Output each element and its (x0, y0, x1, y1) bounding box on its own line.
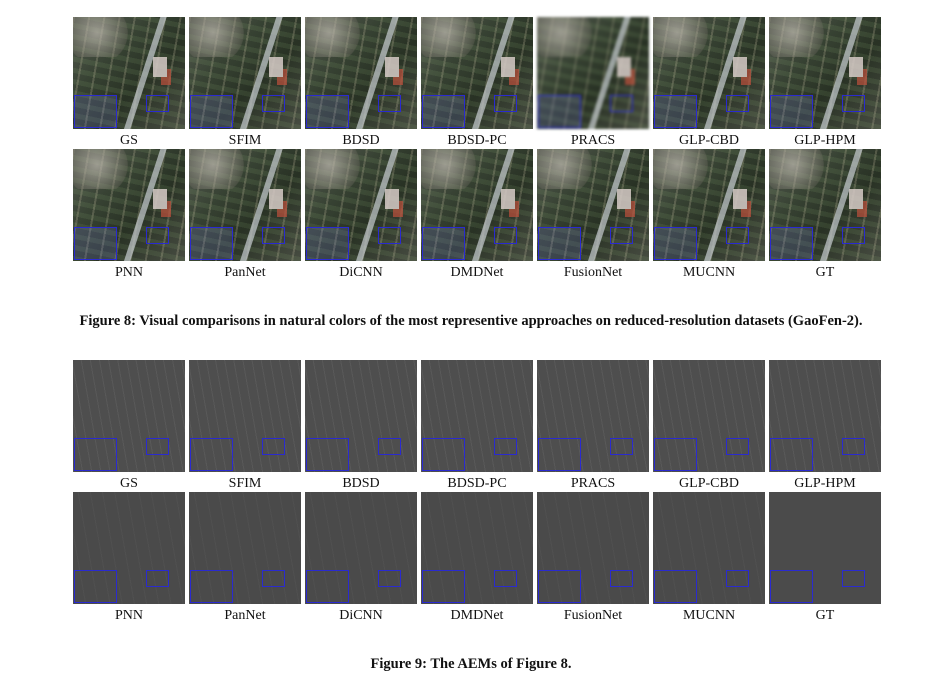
fig9-cell-dmdnet: DMDNet (421, 492, 533, 624)
fig8-cell-mucnn: MUCNN (653, 149, 765, 281)
fig8-label: GLP-HPM (794, 133, 856, 148)
fig9-label: GT (815, 608, 835, 623)
fig9-cell-pannet: PanNet (189, 492, 301, 624)
fig9-label: PanNet (224, 608, 266, 623)
fig9-image-gs (73, 360, 185, 472)
fig8-label: GT (815, 265, 835, 280)
fig9-cell-pracs: PRACS (537, 360, 649, 492)
fig9-label: SFIM (228, 476, 262, 491)
fig9-image-pnn (73, 492, 185, 604)
fig9-label: FusionNet (563, 608, 623, 623)
fig9-cell-pnn: PNN (73, 492, 185, 624)
fig8-cell-glp-hpm: GLP-HPM (769, 17, 881, 149)
figure9-row-2: PNN PanNet DiCNN DMDNet FusionNet MUCNN … (73, 492, 881, 624)
fig8-label: BDSD-PC (447, 133, 507, 148)
fig8-image-bdsd-pc (421, 17, 533, 129)
fig8-image-dmdnet (421, 149, 533, 261)
figure8-row-1: GS SFIM BDSD BDSD-PC PRACS GLP-CBD GLP-H… (73, 17, 881, 149)
fig8-label: MUCNN (682, 265, 736, 280)
fig8-label: DiCNN (339, 265, 383, 280)
fig8-image-glp-cbd (653, 17, 765, 129)
fig8-cell-pracs: PRACS (537, 17, 649, 149)
fig9-cell-sfim: SFIM (189, 360, 301, 492)
fig8-image-bdsd (305, 17, 417, 129)
fig9-cell-glp-hpm: GLP-HPM (769, 360, 881, 492)
fig8-cell-sfim: SFIM (189, 17, 301, 149)
fig8-image-glp-hpm (769, 17, 881, 129)
fig9-cell-mucnn: MUCNN (653, 492, 765, 624)
fig8-label: BDSD (342, 133, 380, 148)
fig8-label: PRACS (570, 133, 616, 148)
fig9-cell-gt: GT (769, 492, 881, 624)
fig8-label: PanNet (224, 265, 266, 280)
fig9-image-dicnn (305, 492, 417, 604)
fig8-label: PNN (114, 265, 143, 280)
fig8-cell-gt: GT (769, 149, 881, 281)
fig8-image-dicnn (305, 149, 417, 261)
fig9-image-pracs (537, 360, 649, 472)
fig8-image-pannet (189, 149, 301, 261)
fig8-cell-bdsd-pc: BDSD-PC (421, 17, 533, 149)
fig9-image-gt (769, 492, 881, 604)
fig9-label: PNN (114, 608, 143, 623)
fig9-label: PRACS (570, 476, 616, 491)
fig8-label: SFIM (228, 133, 262, 148)
fig9-label: DMDNet (450, 608, 504, 623)
fig8-label: GLP-CBD (679, 133, 739, 148)
fig9-label: DiCNN (339, 608, 383, 623)
fig8-label: FusionNet (563, 265, 623, 280)
fig9-image-bdsd (305, 360, 417, 472)
fig8-cell-dicnn: DiCNN (305, 149, 417, 281)
fig9-image-fusionnet (537, 492, 649, 604)
fig9-image-sfim (189, 360, 301, 472)
fig8-label: GS (120, 133, 138, 148)
fig9-label: BDSD (342, 476, 380, 491)
fig8-image-mucnn (653, 149, 765, 261)
fig9-cell-gs: GS (73, 360, 185, 492)
figure8-grid: GS SFIM BDSD BDSD-PC PRACS GLP-CBD GLP-H… (73, 17, 881, 281)
fig8-cell-pnn: PNN (73, 149, 185, 281)
figure9-row-1: GS SFIM BDSD BDSD-PC PRACS GLP-CBD GLP-H… (73, 360, 881, 492)
figure9-caption: Figure 9: The AEMs of Figure 8. (370, 656, 572, 672)
fig9-label: GLP-HPM (794, 476, 856, 491)
fig8-image-fusionnet (537, 149, 649, 261)
fig9-image-dmdnet (421, 492, 533, 604)
fig9-cell-bdsd-pc: BDSD-PC (421, 360, 533, 492)
fig9-label: GLP-CBD (679, 476, 739, 491)
fig8-cell-bdsd: BDSD (305, 17, 417, 149)
fig9-cell-bdsd: BDSD (305, 360, 417, 492)
fig9-label: MUCNN (682, 608, 736, 623)
fig9-cell-dicnn: DiCNN (305, 492, 417, 624)
fig8-image-gs (73, 17, 185, 129)
fig8-cell-gs: GS (73, 17, 185, 149)
fig9-image-glp-hpm (769, 360, 881, 472)
figure9-grid: GS SFIM BDSD BDSD-PC PRACS GLP-CBD GLP-H… (73, 360, 881, 624)
fig8-image-pnn (73, 149, 185, 261)
figure8-caption: Figure 8: Visual comparisons in natural … (79, 313, 863, 329)
fig9-label: GS (120, 476, 138, 491)
fig8-image-pracs (537, 17, 649, 129)
fig8-cell-dmdnet: DMDNet (421, 149, 533, 281)
fig9-cell-glp-cbd: GLP-CBD (653, 360, 765, 492)
fig9-image-bdsd-pc (421, 360, 533, 472)
fig8-image-gt (769, 149, 881, 261)
fig9-image-mucnn (653, 492, 765, 604)
fig8-cell-fusionnet: FusionNet (537, 149, 649, 281)
figure8-row-2: PNN PanNet DiCNN DMDNet FusionNet MUCNN … (73, 149, 881, 281)
fig8-cell-glp-cbd: GLP-CBD (653, 17, 765, 149)
fig9-image-pannet (189, 492, 301, 604)
fig9-cell-fusionnet: FusionNet (537, 492, 649, 624)
fig9-label: BDSD-PC (447, 476, 507, 491)
fig8-cell-pannet: PanNet (189, 149, 301, 281)
fig8-image-sfim (189, 17, 301, 129)
fig9-image-glp-cbd (653, 360, 765, 472)
fig8-label: DMDNet (450, 265, 504, 280)
